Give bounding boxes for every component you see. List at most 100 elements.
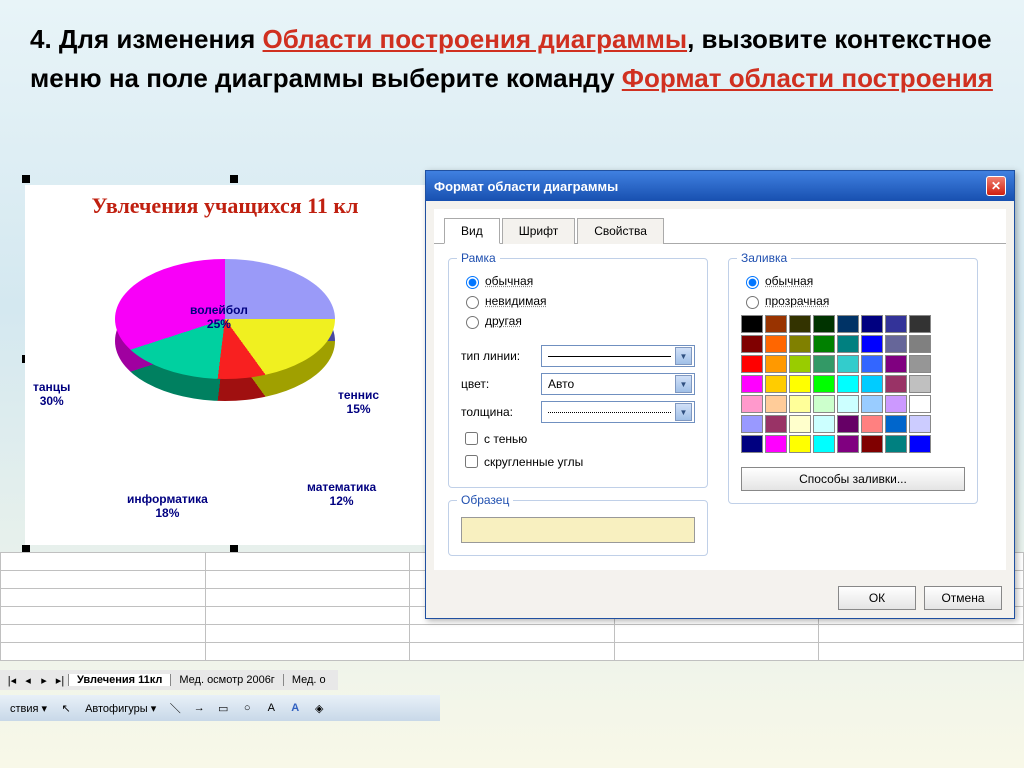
fill-radio-transparent[interactable]: прозрачная: [741, 293, 965, 309]
color-swatch[interactable]: [813, 335, 835, 353]
radio-custom[interactable]: другая: [461, 313, 695, 329]
color-swatch[interactable]: [885, 315, 907, 333]
sheet-tab[interactable]: Мед. осмотр 2006г: [170, 674, 282, 686]
sheet-nav-next[interactable]: ▸: [36, 674, 52, 687]
line-type-dropdown[interactable]: ▼: [541, 345, 695, 367]
sheet-nav-first[interactable]: |◂: [4, 674, 20, 687]
color-swatch[interactable]: [741, 395, 763, 413]
color-swatch[interactable]: [837, 395, 859, 413]
tab-view[interactable]: Вид: [444, 218, 500, 244]
sample-group-title: Образец: [457, 493, 513, 507]
arrow-icon[interactable]: →: [190, 699, 208, 717]
color-swatch[interactable]: [789, 415, 811, 433]
sheet-nav-prev[interactable]: ◂: [20, 674, 36, 687]
color-swatch[interactable]: [885, 395, 907, 413]
close-button[interactable]: ✕: [986, 176, 1006, 196]
diagram-icon[interactable]: ◈: [310, 699, 328, 717]
color-swatch[interactable]: [837, 415, 859, 433]
color-swatch[interactable]: [765, 395, 787, 413]
color-swatch[interactable]: [861, 395, 883, 413]
color-swatch[interactable]: [765, 355, 787, 373]
fill-radio-normal[interactable]: обычная: [741, 273, 965, 289]
color-swatch[interactable]: [813, 395, 835, 413]
color-swatch[interactable]: [909, 415, 931, 433]
radio-invisible[interactable]: невидимая: [461, 293, 695, 309]
color-swatch[interactable]: [861, 435, 883, 453]
instruction-hl1: Области построения диаграммы: [263, 24, 688, 54]
color-swatch[interactable]: [837, 355, 859, 373]
color-swatch[interactable]: [741, 335, 763, 353]
color-swatch[interactable]: [813, 415, 835, 433]
rect-icon[interactable]: ▭: [214, 699, 232, 717]
color-swatch[interactable]: [789, 395, 811, 413]
color-swatch[interactable]: [813, 435, 835, 453]
color-swatch[interactable]: [861, 355, 883, 373]
wordart-icon[interactable]: A: [286, 699, 304, 717]
thickness-dropdown[interactable]: ▼: [541, 401, 695, 423]
color-swatch[interactable]: [861, 415, 883, 433]
color-swatch[interactable]: [741, 415, 763, 433]
rounded-checkbox[interactable]: скругленные углы: [461, 452, 695, 471]
color-swatch[interactable]: [885, 355, 907, 373]
line-icon[interactable]: ＼: [166, 699, 184, 717]
sheet-tab[interactable]: Увлечения 11кл: [68, 674, 170, 686]
color-swatch[interactable]: [837, 435, 859, 453]
tab-properties[interactable]: Свойства: [577, 218, 664, 244]
color-swatch[interactable]: [837, 375, 859, 393]
color-swatch[interactable]: [885, 435, 907, 453]
tab-font[interactable]: Шрифт: [502, 218, 575, 244]
dialog-titlebar[interactable]: Формат области диаграммы ✕: [426, 171, 1014, 201]
color-swatch[interactable]: [789, 315, 811, 333]
color-swatch[interactable]: [765, 315, 787, 333]
color-swatch[interactable]: [837, 315, 859, 333]
sheet-tabs: |◂ ◂ ▸ ▸| Увлечения 11кл Мед. осмотр 200…: [0, 670, 338, 690]
color-swatch[interactable]: [909, 435, 931, 453]
color-swatch[interactable]: [837, 335, 859, 353]
color-swatch[interactable]: [861, 375, 883, 393]
color-swatch[interactable]: [861, 315, 883, 333]
cancel-button[interactable]: Отмена: [924, 586, 1002, 610]
textbox-icon[interactable]: A: [262, 699, 280, 717]
fill-methods-button[interactable]: Способы заливки...: [741, 467, 965, 491]
selection-handle[interactable]: [230, 175, 238, 183]
color-swatch[interactable]: [813, 375, 835, 393]
color-swatch[interactable]: [909, 395, 931, 413]
radio-normal[interactable]: обычная: [461, 273, 695, 289]
color-swatch[interactable]: [789, 435, 811, 453]
color-swatch[interactable]: [789, 355, 811, 373]
drawing-toolbar: ствия ▾ ↖ Автофигуры ▾ ＼ → ▭ ○ A A ◈: [0, 695, 440, 721]
color-swatch[interactable]: [789, 335, 811, 353]
draw-actions-label[interactable]: ствия ▾: [6, 700, 51, 717]
color-swatch[interactable]: [909, 375, 931, 393]
color-swatch[interactable]: [813, 315, 835, 333]
color-swatch[interactable]: [765, 415, 787, 433]
chart-area[interactable]: Увлечения учащихся 11 кл волейбол25%тенн…: [25, 185, 425, 545]
selection-handle[interactable]: [22, 175, 30, 183]
color-swatch[interactable]: [909, 355, 931, 373]
color-swatch[interactable]: [765, 435, 787, 453]
color-swatch[interactable]: [885, 415, 907, 433]
color-swatch[interactable]: [741, 355, 763, 373]
ok-button[interactable]: ОК: [838, 586, 916, 610]
color-swatch[interactable]: [861, 335, 883, 353]
color-swatch[interactable]: [885, 375, 907, 393]
dialog-title: Формат области диаграммы: [434, 179, 618, 194]
color-swatch[interactable]: [765, 335, 787, 353]
color-dropdown[interactable]: Авто▼: [541, 373, 695, 395]
color-swatch[interactable]: [885, 335, 907, 353]
pointer-icon[interactable]: ↖: [57, 699, 75, 717]
color-swatch[interactable]: [909, 315, 931, 333]
color-swatch[interactable]: [765, 375, 787, 393]
color-swatch[interactable]: [909, 335, 931, 353]
color-swatch[interactable]: [813, 355, 835, 373]
color-swatch[interactable]: [741, 435, 763, 453]
autoshapes-button[interactable]: Автофигуры ▾: [81, 700, 160, 717]
sample-preview: [461, 517, 695, 543]
color-swatch[interactable]: [741, 315, 763, 333]
oval-icon[interactable]: ○: [238, 699, 256, 717]
shadow-checkbox[interactable]: с тенью: [461, 429, 695, 448]
sheet-nav-last[interactable]: ▸|: [52, 674, 68, 687]
color-swatch[interactable]: [741, 375, 763, 393]
sheet-tab[interactable]: Мед. о: [283, 674, 334, 686]
color-swatch[interactable]: [789, 375, 811, 393]
